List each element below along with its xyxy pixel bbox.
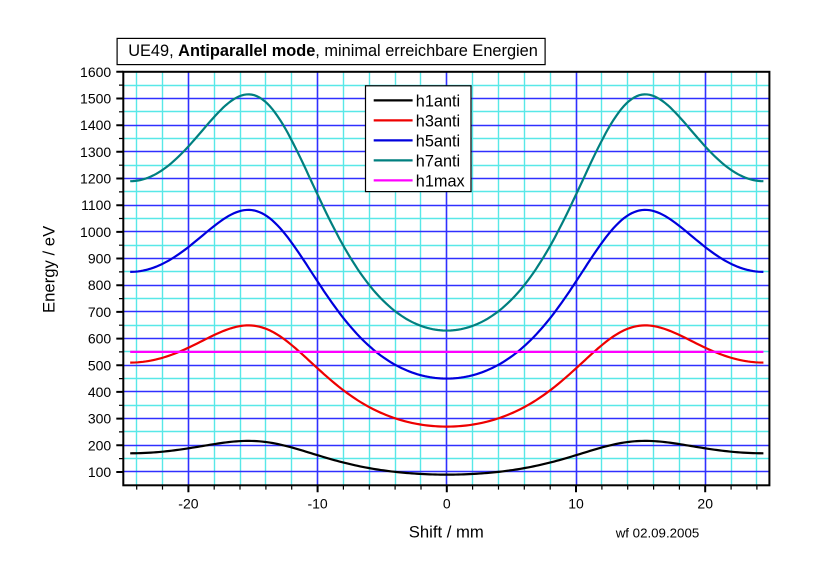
svg-text:0: 0	[443, 495, 451, 511]
svg-text:900: 900	[88, 251, 112, 267]
svg-text:200: 200	[88, 437, 112, 453]
svg-text:700: 700	[88, 304, 112, 320]
svg-text:h1max: h1max	[416, 172, 465, 190]
svg-text:1000: 1000	[80, 224, 111, 240]
svg-text:-10: -10	[307, 495, 327, 511]
svg-text:600: 600	[88, 331, 112, 347]
svg-text:Shift / mm: Shift / mm	[409, 523, 484, 542]
svg-text:-20: -20	[178, 495, 198, 511]
svg-text:h7anti: h7anti	[416, 152, 460, 170]
svg-text:h3anti: h3anti	[416, 112, 460, 130]
svg-text:wf 02.09.2005: wf 02.09.2005	[615, 525, 700, 540]
svg-text:UE49, Antiparallel mode, minim: UE49, Antiparallel mode, minimal erreich…	[128, 42, 538, 60]
svg-text:400: 400	[88, 384, 112, 400]
svg-text:1500: 1500	[80, 91, 111, 107]
svg-text:1300: 1300	[80, 144, 111, 160]
svg-text:1400: 1400	[80, 117, 111, 133]
svg-text:500: 500	[88, 357, 112, 373]
svg-text:300: 300	[88, 411, 112, 427]
svg-text:1100: 1100	[81, 197, 111, 213]
svg-text:h5anti: h5anti	[416, 132, 460, 150]
svg-text:100: 100	[88, 464, 112, 480]
svg-text:Energy / eV: Energy / eV	[39, 225, 58, 313]
svg-text:800: 800	[88, 277, 112, 293]
svg-text:20: 20	[697, 495, 713, 511]
svg-text:1600: 1600	[80, 64, 111, 80]
svg-text:h1anti: h1anti	[416, 92, 460, 110]
svg-text:1200: 1200	[80, 171, 111, 187]
svg-text:10: 10	[568, 495, 584, 511]
